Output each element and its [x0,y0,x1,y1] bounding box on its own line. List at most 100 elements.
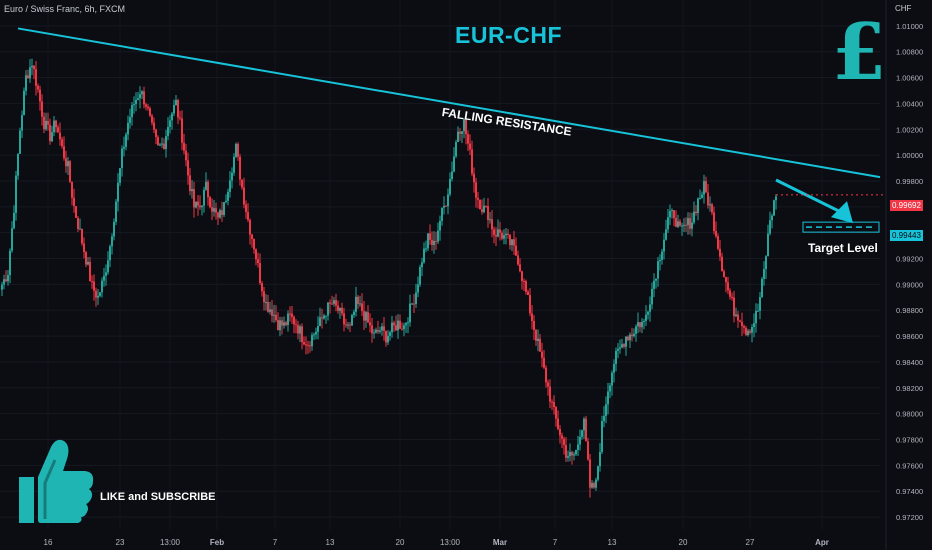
candle-body [499,229,501,233]
candle-body [353,311,355,316]
candle-body [651,288,653,305]
candle-body [699,197,701,199]
candle-body [607,391,609,405]
candle-body [209,197,211,208]
candle-body [319,317,321,327]
candle-body [349,324,351,326]
candle-body [581,430,583,437]
candle-body [29,67,31,79]
candle-body [81,228,83,244]
x-tick-label: 16 [44,538,53,547]
candle-body [603,415,605,422]
candle-body [491,219,493,230]
candle-body [269,309,271,312]
like-subscribe-label: LIKE and SUBSCRIBE [100,491,216,503]
candle-body [563,438,565,446]
candle-body [769,220,771,234]
candle-body [685,224,687,226]
candle-body [629,334,631,341]
x-tick-label: 27 [746,538,755,547]
axes: 1.01000 1.00800 1.00600 1.00400 1.00200 1.000… [44,0,923,550]
candle-body [475,182,477,198]
candle-body [433,240,435,245]
symbol-title[interactable]: Euro / Swiss Franc, 6h, FXCM [4,4,126,14]
candle-body [695,211,697,214]
candle-body [379,330,381,332]
candle-body [489,219,491,221]
candle-body [127,122,129,135]
y-tick-label: 0.98200 [896,384,923,393]
candle-body [721,256,723,272]
candle-body [193,189,195,208]
candle-body [609,385,611,392]
candle-body [373,332,375,334]
candle-body [345,324,347,326]
candle-body [43,116,45,130]
candle-body [177,100,179,118]
candle-body [621,344,623,348]
candle-body [477,197,479,200]
candle-body [321,317,323,319]
candle-body [299,326,301,334]
candle-body [757,310,759,312]
candle-body [409,303,411,323]
candle-body [363,311,365,321]
candle-body [161,143,163,145]
thumbs-up-icon[interactable] [15,435,95,525]
candle-body [531,313,533,321]
candle-body [15,175,17,213]
candle-body [163,143,165,149]
candle-body [17,153,19,176]
candle-body [305,344,307,346]
candle-body [281,320,283,326]
current-price-tag: 0.99692 [890,200,923,211]
candle-body [103,275,105,281]
candle-body [325,315,327,317]
candle-body [571,452,573,456]
candle-body [83,243,85,253]
candle-body [473,173,475,183]
candle-body [261,283,263,292]
y-tick-label: 0.99000 [896,280,923,289]
candle-body [567,456,569,458]
arrow-head-icon [831,201,853,224]
candle-body [383,326,385,331]
candle-body [109,246,111,261]
candle-body [151,115,153,123]
candle-body [537,338,539,341]
candle-body [741,321,743,327]
y-tick-label: 1.00600 [896,74,923,83]
candle-body [267,302,269,312]
candle-body [655,278,657,281]
candle-body [215,208,217,213]
candle-body [679,221,681,226]
falling-resistance-line [17,27,881,179]
candle-body [39,89,41,102]
candle-body [63,146,65,159]
candle-body [427,233,429,249]
candle-body [659,259,661,262]
candle-body [247,212,249,220]
candle-body [139,94,141,99]
y-tick-label: 1.01000 [896,22,923,31]
candle-body [371,325,373,334]
candle-body [561,435,563,439]
candle-body [157,137,159,146]
y-tick-label: 0.99800 [896,177,923,186]
candle-body [669,211,671,218]
candle-body [443,205,445,208]
candle-body [111,236,113,247]
candle-body [485,205,487,207]
candle-body [265,302,267,304]
candle-body [337,305,339,311]
candle-body [391,322,393,333]
candle-body [367,312,369,323]
candle-body [67,161,69,167]
candle-body [461,131,463,134]
candle-body [229,180,231,192]
candle-body [167,126,169,137]
candle-body [523,280,525,282]
candle-body [7,275,9,282]
candle-body [547,382,549,387]
candle-body [565,445,567,458]
